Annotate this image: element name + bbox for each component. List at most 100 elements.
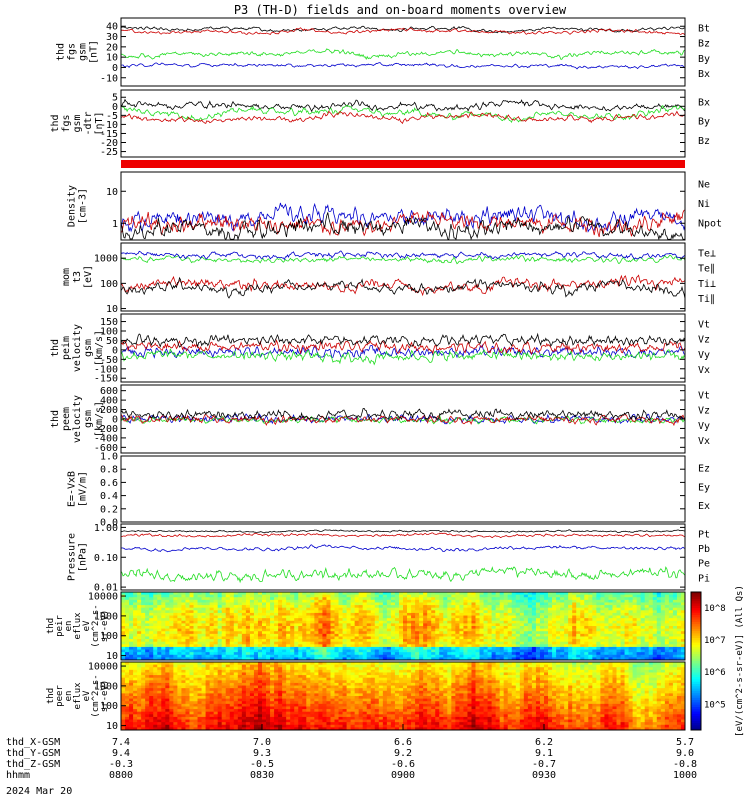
spectrogram-cell: [564, 626, 569, 630]
spectrogram-cell: [161, 662, 166, 666]
spectrogram-cell: [237, 669, 243, 673]
spectrogram-cell: [274, 615, 279, 619]
spectrogram-cell: [177, 657, 182, 661]
spectrogram-cell: [628, 633, 634, 637]
spectrogram-cell: [193, 633, 198, 637]
spectrogram-cell: [282, 667, 287, 671]
spectrogram-cell: [241, 672, 247, 676]
spectrogram-cell: [121, 641, 126, 645]
spectrogram-cell: [137, 646, 142, 650]
spectrogram-cell: [249, 605, 255, 609]
spectrogram-cell: [370, 618, 376, 622]
spectrogram-cell: [342, 654, 347, 658]
spectrogram-cell: [205, 664, 211, 668]
spectrogram-cell: [322, 628, 327, 632]
spectrogram-cell: [427, 623, 432, 627]
spectrogram-cell: [556, 618, 561, 622]
spectrogram-cell: [620, 641, 625, 645]
spectrogram-cell: [382, 639, 388, 643]
spectrogram-cell: [644, 639, 650, 643]
spectrogram-cell: [193, 688, 198, 692]
spectrogram-cell: [197, 727, 202, 731]
spectrogram-cell: [443, 615, 448, 619]
spectrogram-cell: [274, 724, 279, 728]
spectrogram-cell: [310, 626, 315, 630]
spectrogram-cell: [145, 709, 150, 713]
spectrogram-cell: [233, 633, 239, 637]
spectrogram-cell: [479, 618, 484, 622]
spectrogram-cell: [531, 639, 537, 643]
spectrogram-cell: [266, 727, 271, 731]
spectrogram-cell: [137, 701, 142, 705]
spectrogram-cell: [177, 703, 182, 707]
spectrogram-cell: [253, 701, 259, 705]
spectrogram-cell: [302, 597, 307, 601]
spectrogram-cell: [531, 649, 537, 653]
spectrogram-cell: [262, 719, 267, 723]
spectrogram-cell: [366, 607, 372, 611]
spectrogram-cell: [153, 628, 158, 632]
spectrogram-cell: [382, 615, 388, 619]
spectrogram-cell: [266, 714, 271, 718]
spectrogram-cell: [411, 592, 416, 596]
spectrogram-cell: [225, 654, 231, 658]
spectrogram-cell: [330, 626, 335, 630]
spectrogram-cell: [173, 722, 178, 726]
spectrogram-cell: [354, 607, 360, 611]
spectrogram-cell: [121, 669, 126, 673]
spectrogram-cell: [290, 716, 295, 720]
spectrogram-cell: [471, 605, 476, 609]
spectrogram-cell: [262, 607, 267, 611]
spectrogram-cell: [660, 592, 666, 596]
spectrogram-cell: [386, 657, 392, 661]
spectrogram-cell: [511, 636, 517, 640]
spectrogram-cell: [133, 652, 138, 656]
spectrogram-cell: [209, 667, 215, 671]
spectrogram-cell: [411, 615, 416, 619]
spectrogram-cell: [165, 719, 170, 723]
spectrogram-cell: [479, 639, 484, 643]
spectrogram-cell: [386, 592, 392, 596]
spectrogram-cell: [503, 641, 509, 645]
spectrogram-cell: [161, 693, 166, 697]
spectrogram-cell: [165, 693, 170, 697]
spectrogram-cell: [290, 599, 295, 603]
spectrogram-cell: [197, 690, 202, 694]
spectrogram-cell: [608, 610, 613, 614]
spectrogram-cell: [535, 597, 541, 601]
spectrogram-cell: [181, 597, 186, 601]
spectrogram-cell: [209, 631, 215, 635]
spectrogram-cell: [515, 612, 521, 616]
spectrogram-cell: [169, 672, 174, 676]
spectrogram-cell: [225, 664, 231, 668]
spectrogram-cell: [245, 682, 251, 686]
spectrogram-cell: [552, 644, 557, 648]
spectrogram-cell: [169, 594, 174, 598]
spectrogram-cell: [129, 599, 134, 603]
spectrogram-cell: [165, 633, 170, 637]
spectrogram-cell: [266, 626, 271, 630]
spectrogram-cell: [161, 610, 166, 614]
spectrogram-cell: [544, 649, 549, 653]
spectrogram-cell: [564, 631, 569, 635]
spectrogram-cell: [282, 620, 287, 624]
spectrogram-cell: [322, 620, 327, 624]
spectrogram-cell: [233, 618, 239, 622]
spectrogram-cell: [282, 701, 287, 705]
spectrogram-cell: [161, 667, 166, 671]
spectrogram-cell: [221, 649, 227, 653]
spectrogram-cell: [169, 669, 174, 673]
spectrogram-cell: [386, 615, 392, 619]
spectrogram-cell: [680, 602, 686, 606]
spectrogram-cell: [161, 618, 166, 622]
spectrogram-cell: [173, 703, 178, 707]
spectrogram-cell: [398, 652, 404, 656]
spectrogram-cell: [262, 644, 267, 648]
spectrogram-cell: [676, 628, 682, 632]
spectrogram-cell: [515, 594, 521, 598]
spectrogram-cell: [503, 610, 509, 614]
spectrogram-cell: [282, 690, 287, 694]
spectrogram-cell: [668, 641, 674, 645]
spectrogram-cell: [475, 628, 480, 632]
spectrogram-cell: [443, 612, 448, 616]
